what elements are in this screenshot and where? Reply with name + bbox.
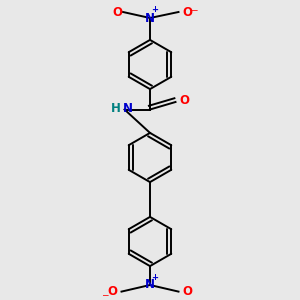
Text: O: O: [182, 285, 192, 298]
Text: +: +: [151, 273, 158, 282]
Text: −: −: [101, 290, 109, 299]
Text: +: +: [151, 5, 158, 14]
Text: O: O: [107, 285, 118, 298]
Text: −: −: [190, 5, 198, 14]
Text: N: N: [145, 11, 155, 25]
Text: H: H: [111, 101, 120, 115]
Text: O: O: [179, 94, 190, 107]
Text: O: O: [112, 5, 123, 19]
Text: O: O: [182, 5, 192, 19]
Text: N: N: [122, 101, 133, 115]
Text: N: N: [145, 278, 155, 292]
